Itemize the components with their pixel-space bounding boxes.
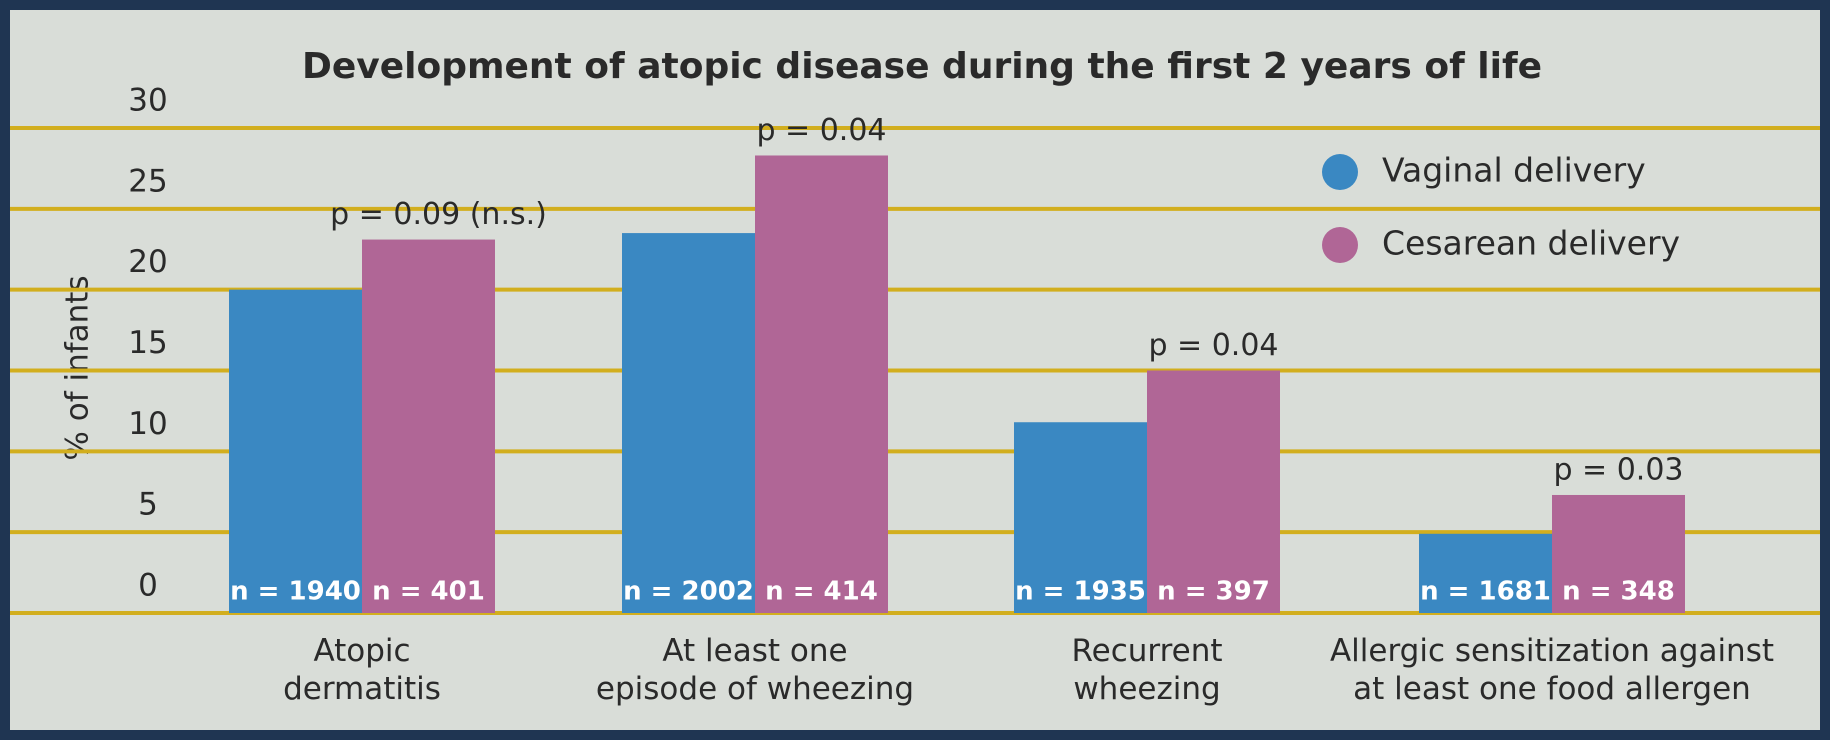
sample-size-label: n = 2002 — [623, 577, 754, 607]
p-value-annotation: p = 0.04 — [1148, 328, 1278, 363]
sample-size-label: n = 1681 — [1420, 577, 1551, 607]
p-value-annotation: p = 0.09 (n.s.) — [330, 197, 547, 232]
p-value-annotation: p = 0.04 — [756, 113, 886, 148]
legend-label: Vaginal delivery — [1382, 151, 1646, 190]
y-tick-label: 20 — [128, 244, 167, 280]
y-tick-label: 10 — [128, 406, 167, 442]
legend-swatch — [1322, 154, 1358, 190]
x-tick-label: At least one episode of wheezing — [596, 633, 914, 707]
legend-swatch — [1322, 227, 1358, 263]
legend-label: Cesarean delivery — [1382, 224, 1680, 263]
sample-size-label: n = 414 — [765, 577, 878, 607]
sample-size-label: n = 401 — [372, 577, 485, 607]
chart-title: Development of atopic disease during the… — [302, 46, 1542, 87]
sample-size-label: n = 1935 — [1015, 577, 1146, 607]
sample-size-label: n = 397 — [1157, 577, 1270, 607]
bar — [1147, 370, 1280, 613]
y-tick-label: 5 — [138, 487, 158, 523]
bar — [755, 155, 888, 613]
x-tick-label: Recurrent wheezing — [1071, 633, 1222, 707]
y-tick-label: 25 — [128, 163, 167, 199]
sample-size-label: n = 348 — [1562, 577, 1675, 607]
y-tick-label: 30 — [128, 83, 167, 119]
bar — [229, 289, 362, 613]
y-tick-label: 15 — [128, 325, 167, 361]
y-tick-label: 0 — [138, 568, 158, 604]
bar — [1419, 533, 1552, 613]
y-axis-label: % of infants — [60, 275, 96, 460]
bar — [362, 239, 495, 614]
sample-size-label: n = 1940 — [230, 577, 361, 607]
x-tick-label: Allergic sensitization against at least o… — [1330, 633, 1774, 707]
bar — [1014, 422, 1147, 613]
bar — [1552, 494, 1685, 613]
x-tick-label: Atopic dermatitis — [283, 633, 441, 707]
p-value-annotation: p = 0.03 — [1553, 452, 1683, 487]
bar — [622, 233, 755, 614]
